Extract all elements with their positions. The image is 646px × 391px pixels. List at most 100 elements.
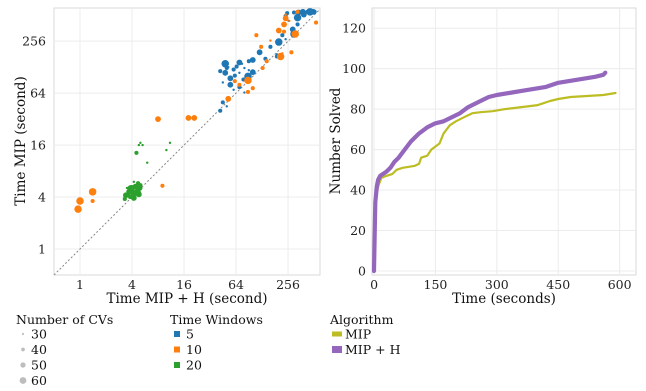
line-plot-area [371, 7, 637, 276]
x-tick-label: 64 [228, 277, 244, 292]
data-point [231, 67, 236, 72]
legend-marker [332, 346, 342, 353]
data-point [222, 69, 229, 76]
data-point [227, 65, 230, 69]
x-tick-label: 16 [176, 277, 192, 292]
data-point [246, 59, 251, 64]
data-point [232, 79, 237, 84]
data-point [125, 186, 129, 190]
data-point [168, 141, 172, 145]
data-point [250, 86, 255, 91]
data-point [132, 180, 136, 184]
legend-marker [20, 362, 26, 368]
data-point [146, 161, 149, 164]
data-point [90, 198, 95, 204]
legend-title: Algorithm [329, 312, 394, 327]
data-point [269, 39, 272, 42]
scatter-plot-area [53, 7, 321, 276]
y-tick-label: 120 [342, 21, 366, 36]
data-point [218, 108, 223, 113]
data-point [221, 81, 225, 84]
data-point [136, 181, 141, 186]
data-point [232, 88, 235, 91]
y-tick-label: 4 [38, 190, 46, 205]
data-point [260, 65, 265, 71]
x-tick-label: 1 [76, 277, 84, 292]
x-tick-label: 600 [608, 277, 632, 292]
data-point [191, 115, 198, 121]
data-point [284, 13, 287, 16]
line-x-ticks: 0 150 300 450 600 [370, 277, 632, 292]
y-tick-label: 40 [350, 183, 366, 198]
data-point [218, 69, 223, 74]
data-point [76, 197, 84, 205]
data-point [275, 27, 282, 34]
data-point [165, 148, 168, 152]
x-tick-label: 256 [276, 277, 300, 292]
legend-marker [21, 347, 25, 352]
legend-marker [174, 362, 180, 368]
y-tick-label: 100 [342, 61, 366, 76]
legend-title: Number of CVs [16, 312, 113, 327]
y-tick-label: 16 [30, 138, 46, 153]
data-point [155, 116, 161, 123]
data-point [245, 89, 251, 95]
data-point [281, 21, 287, 28]
y-tick-label: 1 [38, 242, 46, 257]
data-point [291, 10, 297, 15]
legend-label: 30 [31, 327, 47, 342]
data-point [160, 183, 165, 188]
data-point [133, 190, 136, 194]
legend-label: 20 [186, 358, 202, 373]
data-point [282, 15, 289, 22]
data-point [238, 71, 241, 75]
data-point [244, 76, 252, 85]
data-point [284, 37, 287, 41]
legend-title: Time Windows [170, 312, 263, 327]
x-tick-label: 4 [128, 277, 136, 292]
data-point [122, 196, 127, 202]
data-point [295, 22, 300, 27]
data-point [220, 100, 225, 105]
series-line [372, 91, 617, 273]
legend-label: 60 [31, 373, 47, 388]
data-point [88, 188, 97, 196]
data-point [281, 52, 284, 55]
data-point [249, 57, 256, 63]
y-tick-label: 80 [350, 102, 366, 117]
data-point [130, 195, 137, 201]
data-point [281, 29, 287, 34]
scatter-y-ticks: 1 4 16 64 256 [22, 34, 46, 257]
data-point [249, 69, 256, 76]
x-tick-label: 0 [370, 277, 378, 292]
x-tick-label: 300 [485, 277, 509, 292]
scatter-y-axis-label: Time MIP (second) [13, 76, 29, 205]
x-tick-label: 150 [424, 277, 448, 292]
data-point [135, 191, 142, 198]
data-point [225, 105, 228, 108]
data-point [268, 44, 273, 49]
scatter-chart: 1 4 16 64 256 1 4 16 64 256 Time MIP + H (second… [13, 7, 321, 307]
y-tick-label: 60 [350, 142, 366, 157]
data-point [136, 185, 143, 191]
legend-label: 5 [186, 327, 194, 342]
y-tick-label: 64 [30, 86, 46, 101]
data-point [234, 64, 239, 69]
scatter-points [74, 8, 319, 213]
data-point [141, 143, 144, 147]
data-point [259, 44, 264, 49]
data-point [225, 95, 232, 102]
legend-marker [332, 331, 342, 337]
legend-label: 40 [31, 342, 47, 357]
data-point [275, 38, 283, 46]
y-tick-label: 20 [350, 223, 366, 238]
data-point [256, 49, 263, 56]
line-series [371, 70, 617, 274]
data-point [221, 60, 229, 68]
parity-line [53, 8, 321, 276]
data-point [295, 9, 300, 14]
data-point [74, 205, 82, 213]
data-point [236, 59, 243, 66]
